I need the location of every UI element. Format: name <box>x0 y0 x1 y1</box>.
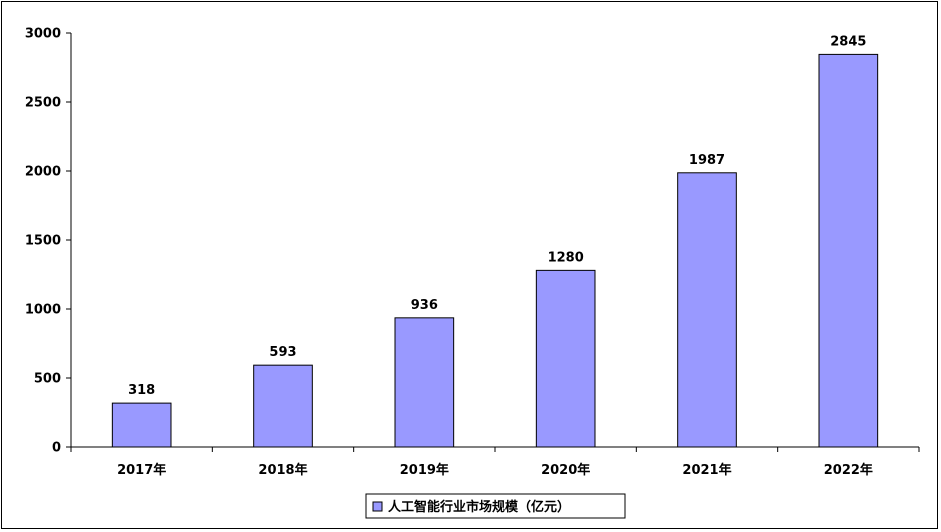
bar <box>677 172 737 448</box>
y-axis: 0 500 1000 1500 2000 2500 3000 <box>25 27 72 456</box>
data-label: 318 <box>128 383 155 398</box>
data-label: 2845 <box>830 34 866 49</box>
y-tick-label: 1500 <box>25 234 61 249</box>
y-tick-label: 3000 <box>25 27 61 42</box>
x-tick-label: 2022年 <box>824 462 873 478</box>
data-label: 1280 <box>548 250 584 265</box>
bar <box>535 269 596 448</box>
data-label: 1987 <box>689 153 725 168</box>
y-tick-label: 2500 <box>25 96 61 111</box>
x-tick-label: 2017年 <box>117 462 166 478</box>
legend: 人工智能行业市场规模（亿元） <box>365 493 626 519</box>
y-tick-label: 1000 <box>25 303 61 318</box>
legend-box <box>365 493 626 519</box>
x-tick-label: 2021年 <box>682 462 731 478</box>
bar <box>818 53 879 448</box>
bar <box>111 402 172 448</box>
bar <box>253 364 313 448</box>
data-labels: 318 593 936 1280 1987 2845 <box>128 34 866 398</box>
x-tick-label: 2018年 <box>258 462 307 478</box>
x-tick-label: 2020年 <box>541 462 590 478</box>
x-axis: 2017年 2018年 2019年 2020年 2021年 2022年 <box>70 446 920 478</box>
legend-label: 人工智能行业市场规模（亿元） <box>388 499 570 515</box>
y-tick-label: 500 <box>34 372 61 387</box>
y-tick-label: 0 <box>52 441 61 456</box>
bars <box>111 53 879 448</box>
bar <box>394 317 455 448</box>
y-tick-label: 2000 <box>25 165 61 180</box>
x-tick-label: 2019年 <box>400 462 449 478</box>
legend-swatch <box>372 501 383 512</box>
data-label: 936 <box>411 298 438 313</box>
data-label: 593 <box>269 345 296 360</box>
